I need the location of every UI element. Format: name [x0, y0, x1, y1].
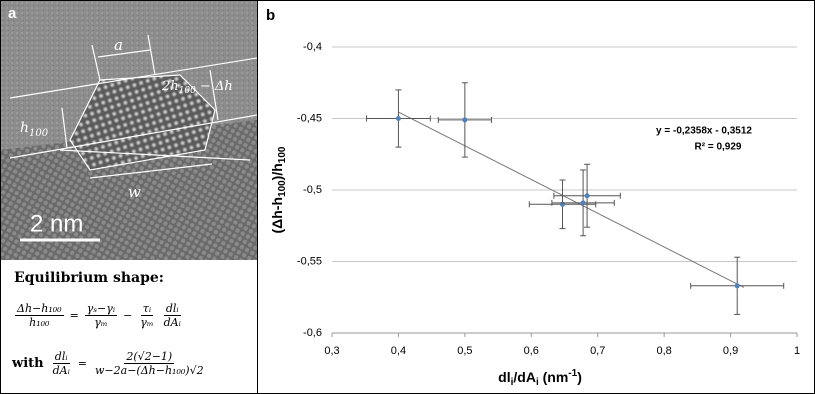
numerator: γₛ−γᵢ [85, 302, 117, 316]
equation-prefix: with [12, 356, 44, 371]
y-tick-label: -0,45 [297, 112, 322, 124]
annotation-part: h [20, 120, 29, 136]
y-tick-label: -0,55 [297, 255, 322, 267]
x-tick-label: 0,8 [656, 345, 671, 357]
numerator: dlᵢ [53, 350, 70, 364]
denominator: dAᵢ [162, 316, 183, 329]
denominator: γₘ [92, 316, 109, 329]
label-part: 100 [277, 180, 288, 197]
micrograph: a 2 nm a h100 2h100 − Δh w [0, 0, 257, 260]
denominator: γₘ [138, 316, 155, 329]
label-part: 100 [277, 146, 288, 163]
operator: = [70, 309, 79, 322]
denominator: dAᵢ [51, 364, 72, 377]
y-axis-label: (Δh-h100)/h100 [269, 146, 288, 233]
annotation-part: 2 [161, 79, 170, 94]
numerator: dlᵢ [164, 302, 181, 316]
page: a 2 nm a h100 2h100 − Δh w Equilibrium s… [0, 0, 815, 394]
annotation-part: 100 [29, 128, 49, 139]
fraction: 2(√2−1)w−2a−(Δh−h₁₀₀)√2 [93, 350, 206, 377]
y-tick-label: -0,4 [303, 41, 322, 53]
label-part: )/h [269, 163, 285, 180]
denominator: h₁₀₀ [27, 316, 51, 329]
label-part: (nm [539, 369, 569, 385]
point [735, 283, 740, 288]
panel-label: b [266, 7, 275, 24]
annotation: w [128, 183, 141, 201]
x-tick-label: 0,5 [457, 345, 472, 357]
x-tick-label: 1 [794, 345, 800, 357]
x-tick-label: 0,7 [590, 345, 605, 357]
annotation-part: − Δ [196, 79, 225, 94]
r-squared: R² = 0,929 [695, 142, 742, 153]
numerator: 2(√2−1) [124, 350, 174, 364]
x-tick-label: 0,4 [391, 345, 406, 357]
numerator: Δh−h₁₀₀ [15, 302, 64, 316]
x-tick-label: 0,3 [324, 345, 339, 357]
denominator: w−2a−(Δh−h₁₀₀)√2 [93, 364, 206, 377]
x-tick-label: 0,6 [524, 345, 539, 357]
point [581, 200, 586, 205]
x-axis-label: dli/dAi (nm-1) [498, 368, 582, 388]
operator: = [78, 357, 87, 370]
y-tick-label: -0,5 [303, 184, 322, 196]
annotation-part: 100 [179, 86, 196, 96]
point [396, 116, 401, 121]
equation-title: Equilibrium shape: [14, 270, 164, 286]
chart: b (Δh-h100)/h100 dli/dAi (nm-1) y = -0,2… [258, 0, 815, 394]
annotation: 2h100 − Δh [161, 79, 233, 96]
trendline-equation: y = -0,2358x - 0,3512 [656, 126, 752, 137]
panel-a: a 2 nm a h100 2h100 − Δh w Equilibrium s… [0, 0, 258, 394]
label-part: /dA [513, 369, 536, 385]
numerator: τᵢ [141, 302, 153, 316]
x-tick-label: 0,9 [723, 345, 738, 357]
panel-label: a [8, 5, 17, 22]
point [585, 193, 590, 198]
scale-bar-label: 2 nm [30, 210, 83, 237]
point [462, 117, 467, 122]
annotation: a [114, 36, 123, 54]
y-tick-label: -0,6 [303, 327, 322, 339]
operator: − [123, 309, 132, 322]
annotation-part: h [224, 79, 232, 94]
label-part: ) [577, 369, 582, 385]
label-part: (Δh-h [269, 197, 285, 234]
annotation-part: h [170, 79, 178, 94]
label-part: dl [498, 369, 510, 385]
